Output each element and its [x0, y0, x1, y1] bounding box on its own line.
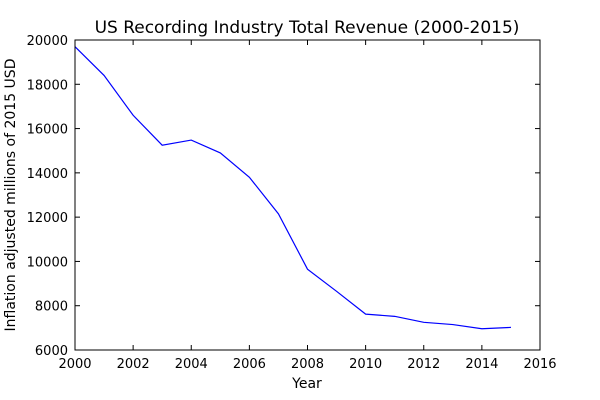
- x-axis-label: Year: [291, 376, 322, 392]
- y-tick-label: 6000: [35, 344, 68, 359]
- x-tick-label: 2006: [233, 357, 266, 372]
- y-tick-label: 8000: [35, 300, 68, 315]
- y-tick-label: 18000: [27, 78, 68, 93]
- x-tick-label: 2008: [291, 357, 324, 372]
- axis-ticks: 2000 2002 2004 2006 2008 2010 2012 2014 2016 6000…: [27, 34, 557, 372]
- x-tick-label: 2000: [58, 357, 91, 372]
- x-tick-label: 2016: [523, 357, 556, 372]
- chart-title: US Recording Industry Total Revenue (200…: [95, 18, 520, 38]
- y-tick-label: 16000: [27, 123, 68, 138]
- y-tick-label: 12000: [27, 211, 68, 226]
- x-tick-label: 2014: [465, 357, 498, 372]
- x-tick-label: 2010: [349, 357, 382, 372]
- plot-area: [74, 46, 511, 330]
- series-line: [74, 46, 511, 330]
- y-tick-label: 14000: [27, 167, 68, 182]
- axes-frame: [74, 39, 541, 351]
- x-tick-label: 2004: [175, 357, 208, 372]
- x-tick-label: 2012: [407, 357, 440, 372]
- x-tick-label: 2002: [117, 357, 150, 372]
- y-tick-label: 10000: [27, 255, 68, 270]
- y-tick-label: 20000: [27, 34, 68, 49]
- y-axis-label: Inflation adjusted millions of 2015 USD: [3, 59, 19, 332]
